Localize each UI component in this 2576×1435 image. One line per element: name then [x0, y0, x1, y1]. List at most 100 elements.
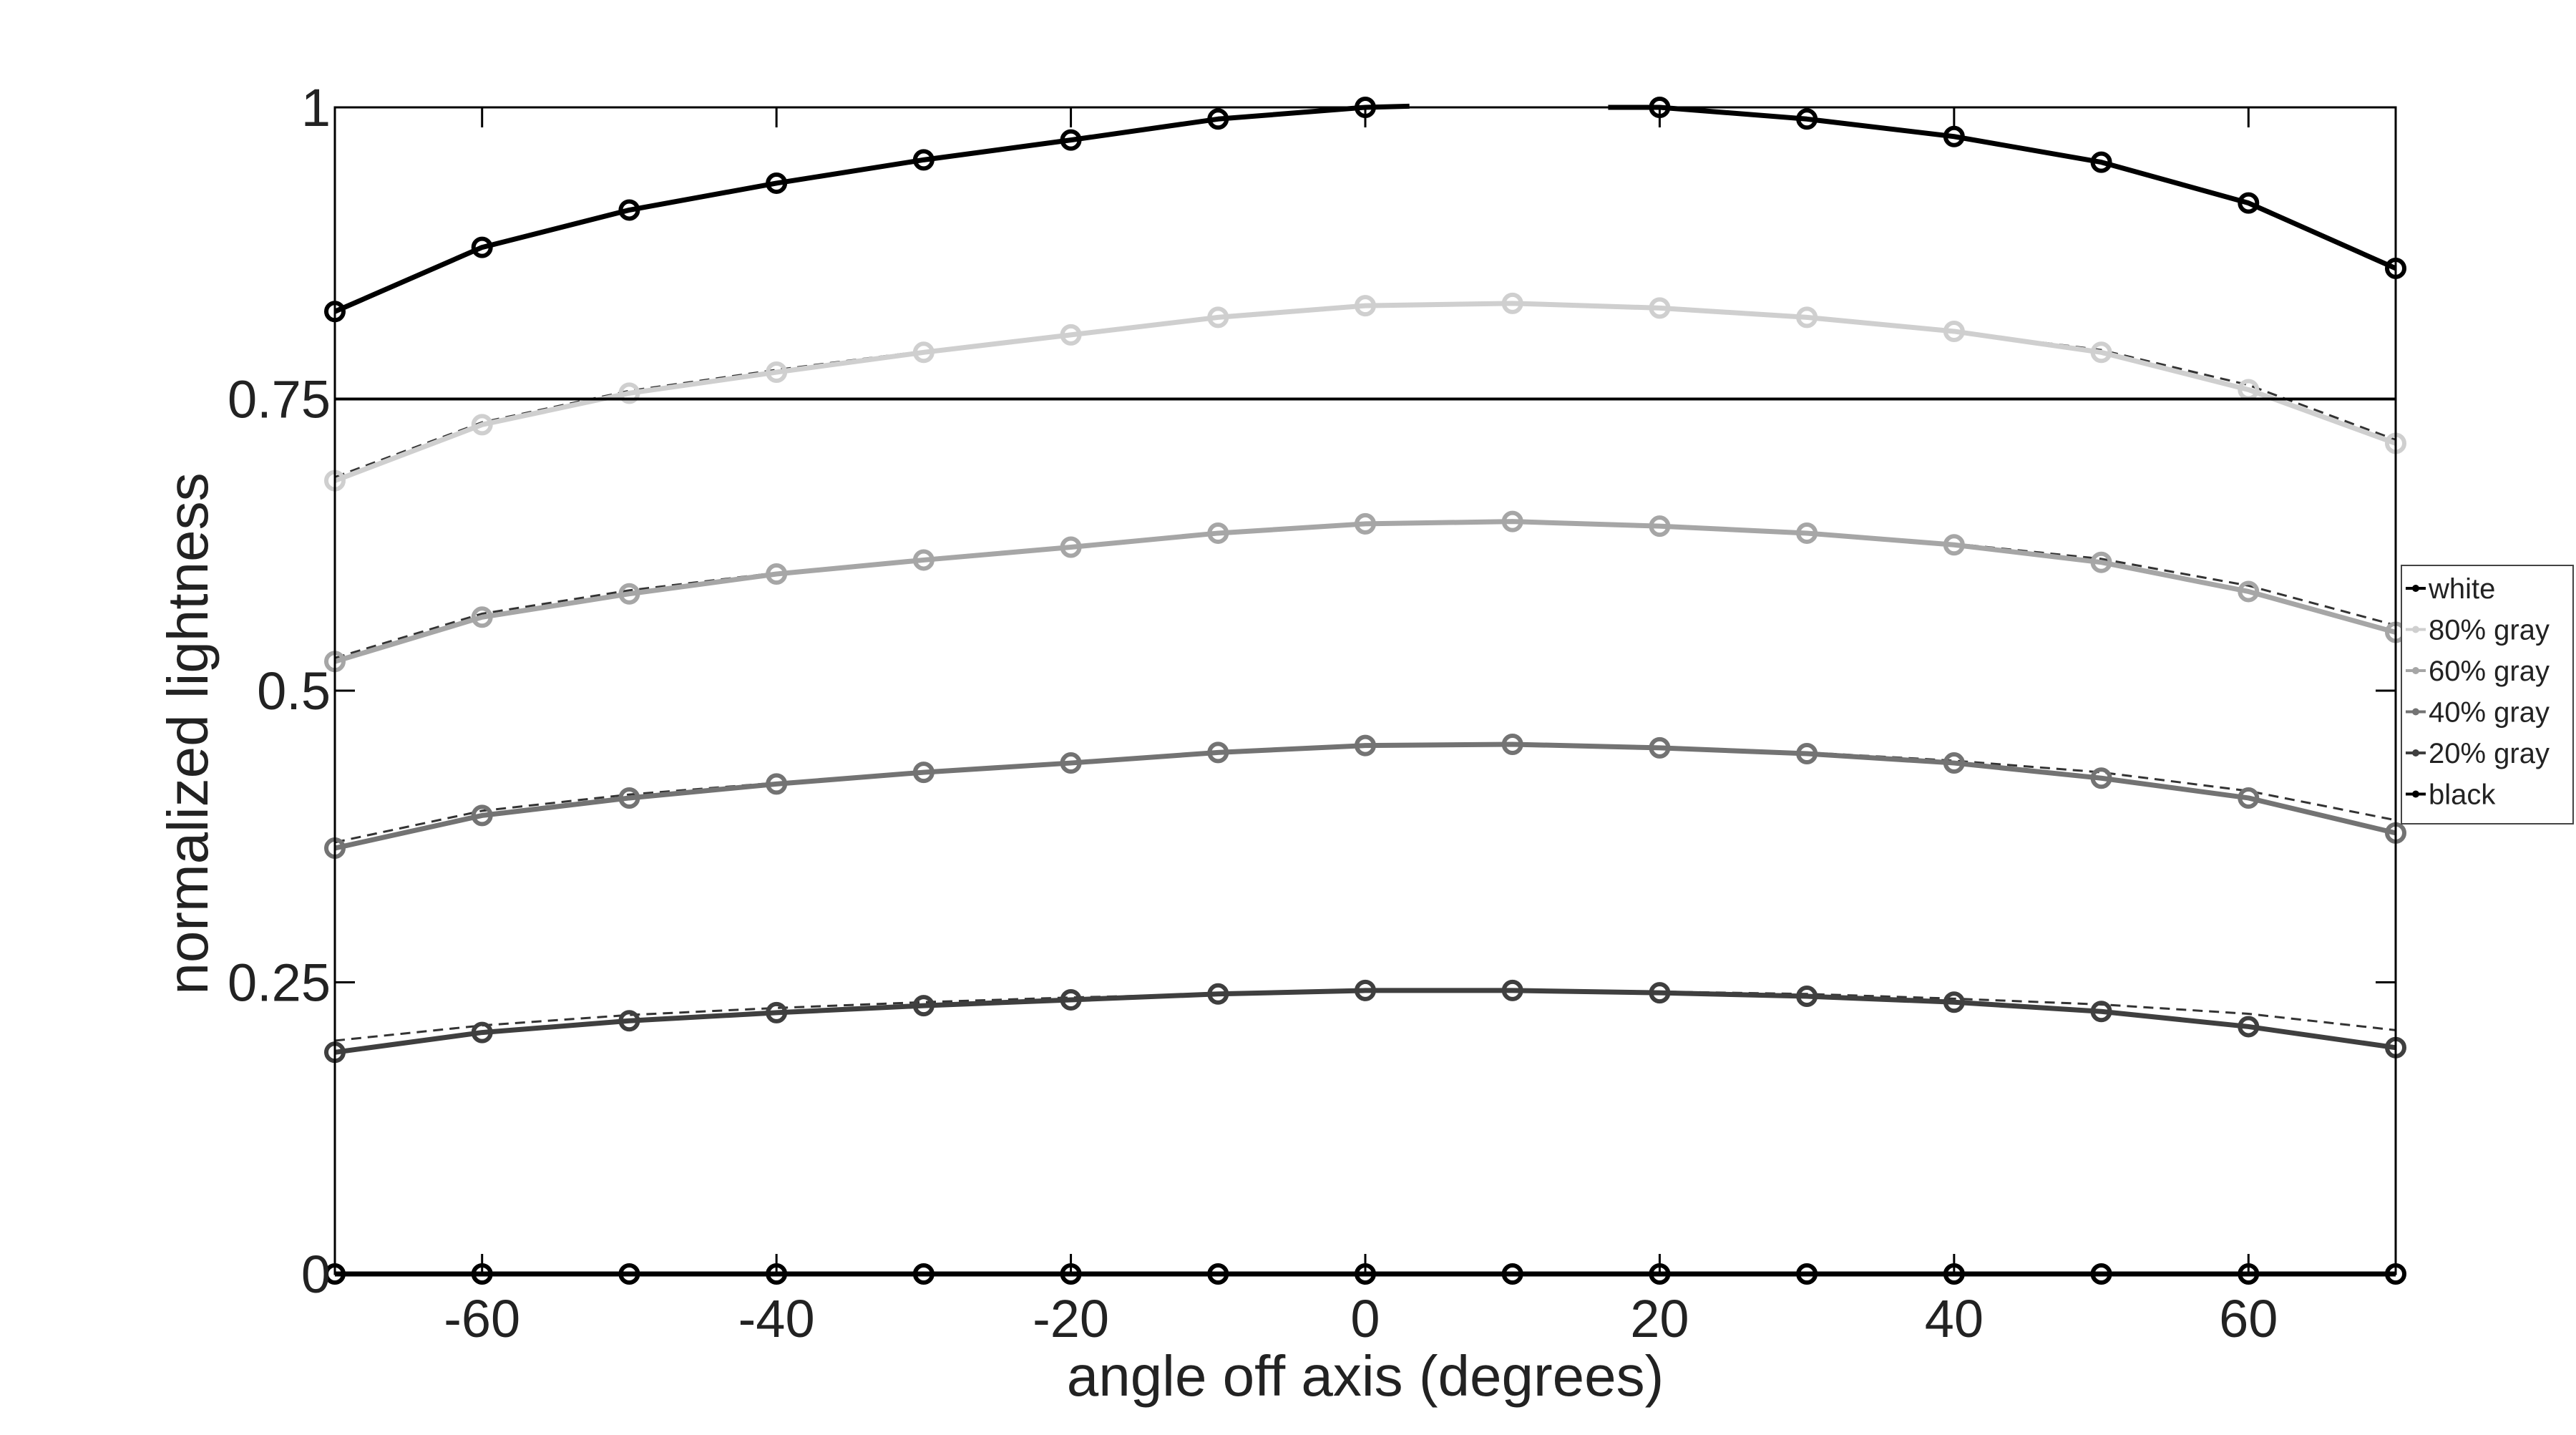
fit-line-40-gray [334, 743, 2396, 844]
data-point-white [912, 149, 935, 171]
data-point-80-gray [1943, 320, 1965, 342]
legend-label-40-gray: 40% gray [2429, 697, 2550, 729]
data-point-80-gray [2090, 341, 2112, 364]
data-point-80-gray [912, 341, 935, 364]
legend-marker-20-gray [2412, 749, 2419, 757]
data-point-60-gray [618, 583, 640, 605]
fit-line-20-gray [334, 989, 2396, 1042]
legend-marker-80-gray [2412, 626, 2419, 633]
data-point-20-gray [1943, 991, 1965, 1013]
data-point-60-gray [2238, 580, 2260, 603]
data-point-80-gray [1796, 306, 1818, 329]
data-point-80-gray [1501, 292, 1523, 314]
y-tick-label: 1 [301, 78, 331, 137]
data-point-white [1060, 129, 1082, 151]
data-point-80-gray [618, 382, 640, 404]
data-point-80-gray [766, 361, 788, 384]
series-line-white [1608, 104, 2397, 271]
data-point-60-gray [1649, 515, 1671, 537]
data-point-80-gray [471, 414, 493, 436]
data-point-40-gray [2090, 767, 2112, 789]
y-tick-label: 0.75 [228, 370, 331, 429]
data-point-40-gray [766, 773, 788, 795]
data-point-60-gray [1501, 510, 1523, 532]
data-point-60-gray [471, 606, 493, 628]
data-point-40-gray [1355, 734, 1376, 757]
legend-box [2401, 565, 2574, 824]
data-point-white [1796, 108, 1818, 130]
fit-lines-layer [334, 302, 2396, 1042]
legend-label-60-gray: 60% gray [2429, 656, 2550, 687]
y-tick-label: 0.5 [257, 661, 331, 721]
data-point-40-gray [618, 787, 640, 809]
data-point-60-gray [1796, 522, 1818, 544]
data-point-40-gray [471, 804, 493, 827]
legend-label-white: white [2428, 573, 2495, 605]
x-tick-label: -60 [444, 1289, 520, 1348]
x-tick-label: 60 [2219, 1289, 2278, 1348]
data-point-20-gray [1796, 986, 1818, 1008]
data-point-white [2090, 151, 2112, 173]
data-point-20-gray [471, 1021, 493, 1044]
data-point-20-gray [2090, 1001, 2112, 1023]
legend-marker-60-gray [2412, 667, 2419, 674]
legend-marker-white [2412, 585, 2419, 592]
data-point-white [1943, 125, 1965, 147]
legend-marker-40-gray [2412, 708, 2419, 716]
axes-layer [333, 106, 2397, 1275]
legend-label-80-gray: 80% gray [2429, 615, 2550, 646]
data-point-40-gray [2238, 787, 2260, 809]
y-tick-label: 0.25 [228, 953, 331, 1013]
data-point-60-gray [1355, 512, 1376, 535]
series-line-80-gray [333, 301, 2397, 483]
legend-marker-black [2412, 790, 2419, 798]
series-line-20-gray [334, 988, 2396, 1055]
data-point-40-gray [1207, 741, 1229, 764]
x-tick-label: 40 [1925, 1289, 1984, 1348]
data-point-80-gray [1649, 297, 1671, 319]
data-point-white [618, 199, 640, 221]
y-tick-label: 0 [301, 1245, 331, 1304]
data-point-20-gray [1649, 982, 1671, 1004]
data-point-20-gray [2238, 1016, 2260, 1038]
data-point-40-gray [912, 762, 935, 784]
data-point-60-gray [1207, 522, 1229, 544]
series-line-40-gray [334, 741, 2396, 851]
data-point-20-gray [1355, 979, 1376, 1001]
plot-frame [333, 106, 2397, 1275]
y-axis-title: normalized lightness [156, 472, 220, 994]
data-point-20-gray [912, 995, 935, 1017]
series-line-60-gray [333, 519, 2396, 664]
data-point-40-gray [1796, 743, 1818, 765]
series-lines-layer [324, 97, 2406, 1285]
data-point-white [471, 236, 493, 258]
data-point-40-gray [1649, 736, 1671, 759]
data-point-20-gray [1060, 988, 1082, 1011]
data-point-80-gray [1060, 324, 1082, 346]
data-point-60-gray [912, 549, 935, 571]
data-point-20-gray [1207, 983, 1229, 1005]
data-point-white [1207, 108, 1229, 130]
legend-label-black: black [2429, 779, 2496, 811]
x-tick-label: -20 [1033, 1289, 1109, 1348]
ticks-layer: -60 -40 -20 0 20 40 60 0 0.25 0.5 0.75 1 [228, 78, 2396, 1348]
data-point-60-gray [2090, 551, 2112, 573]
legend: white 80% gray 60% gray 40% gray 20% gray bla… [2401, 565, 2574, 824]
x-tick-label: -40 [738, 1289, 815, 1348]
legend-label-20-gray: 20% gray [2429, 738, 2550, 769]
data-point-80-gray [1355, 295, 1376, 317]
x-axis-title: angle off axis (degrees) [1067, 1344, 1664, 1408]
data-point-white [766, 172, 788, 194]
data-point-60-gray [766, 563, 788, 585]
series-line-white [333, 103, 1410, 314]
data-point-40-gray [1501, 733, 1523, 755]
x-tick-label: 20 [1630, 1289, 1689, 1348]
data-point-80-gray [1207, 306, 1229, 329]
data-point-20-gray [1501, 979, 1523, 1001]
data-point-20-gray [766, 1001, 788, 1023]
data-point-20-gray [618, 1010, 640, 1032]
data-point-60-gray [1060, 536, 1082, 558]
x-tick-label: 0 [1350, 1289, 1380, 1348]
